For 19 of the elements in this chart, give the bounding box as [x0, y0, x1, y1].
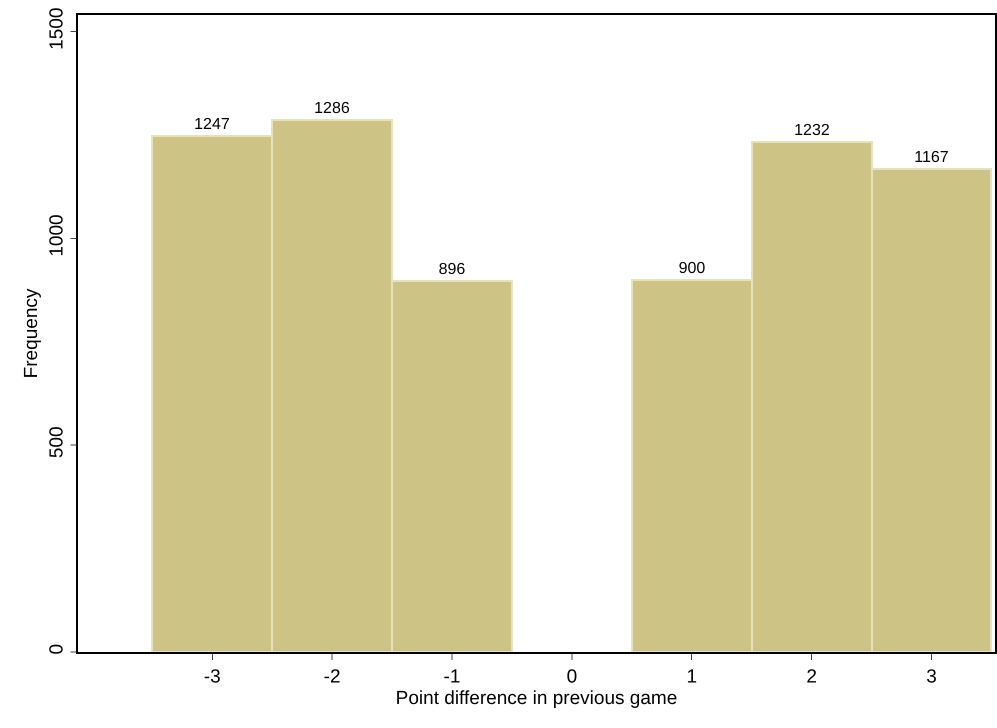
data-label: 900: [678, 260, 706, 277]
y-tick-label: 0: [46, 644, 68, 654]
data-label: 1232: [794, 122, 830, 139]
x-tick-label: 1: [686, 666, 698, 688]
x-tick-label: -3: [204, 666, 221, 688]
data-label: 1286: [314, 100, 350, 117]
y-tick-label: 1000: [46, 214, 68, 257]
x-tick-label: 0: [566, 666, 578, 688]
data-label: 1247: [194, 116, 230, 133]
data-label: 896: [438, 261, 466, 278]
data-label: 1167: [914, 149, 949, 166]
y-tick-label: 500: [46, 426, 68, 458]
x-tick-label: 2: [806, 666, 817, 688]
x-axis-title: Point difference in previous game: [396, 688, 678, 709]
y-axis-title: Frequency: [21, 288, 42, 378]
x-tick-label: -2: [324, 666, 341, 688]
x-tick-label: -1: [444, 666, 460, 688]
x-tick-label: 3: [926, 666, 937, 688]
y-tick-label: 1500: [46, 8, 68, 50]
